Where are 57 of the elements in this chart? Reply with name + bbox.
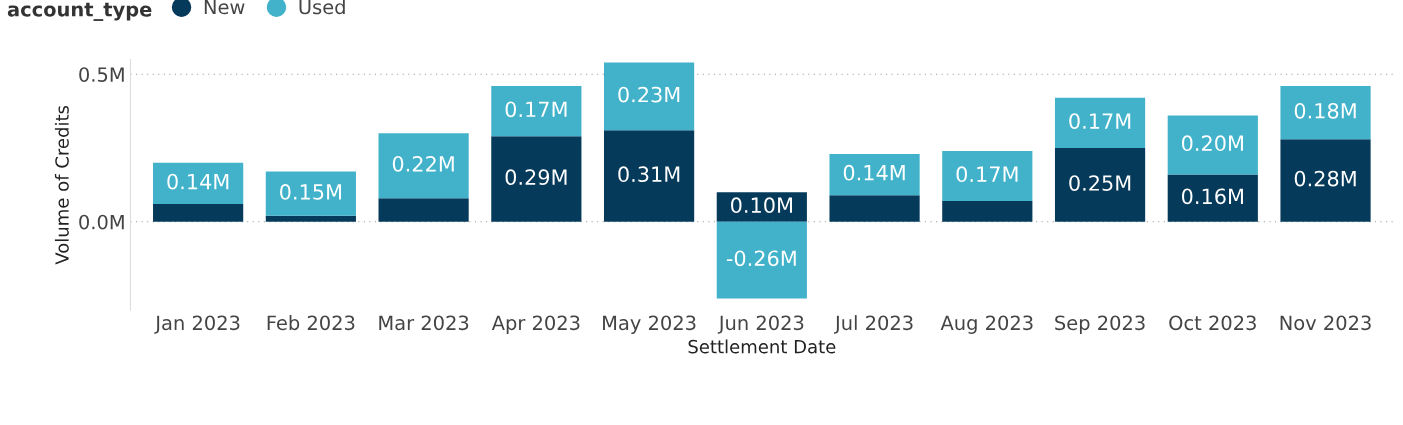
data-label: 0.25M [1069, 175, 1131, 191]
data-label: -0.26M [726, 250, 796, 267]
data-label: 0.28M [1294, 170, 1356, 187]
y-axis-title: Volume of Credits [54, 105, 69, 265]
data-label: 0.22M [392, 155, 454, 172]
bar [1054, 148, 1146, 222]
y-tick-label: 0.0M [79, 214, 124, 230]
bar [378, 198, 469, 222]
x-tick-label: Mar 2023 [379, 315, 469, 331]
bar [942, 201, 1033, 222]
x-tick-label: Apr 2023 [491, 315, 580, 334]
data-label: 0.17M [956, 166, 1018, 183]
x-tick-label: Sep 2023 [1055, 315, 1145, 334]
x-axis-title: Settlement Date [688, 339, 836, 354]
bar [491, 136, 582, 222]
data-label: 0.29M [505, 169, 567, 186]
bar [603, 130, 695, 222]
bar [265, 215, 356, 222]
data-label: 0.14M [167, 173, 229, 190]
data-label: 0.17M [1069, 113, 1131, 129]
x-tick-label: Jan 2023 [154, 315, 240, 334]
y-tick-label: 0.5M [79, 67, 124, 82]
legend-title: account_type [7, 2, 152, 21]
data-label: 0.20M [1181, 135, 1243, 152]
bar [1167, 115, 1258, 175]
x-tick-label: Aug 2023 [940, 315, 1033, 334]
x-tick-label: Jun 2023 [717, 315, 804, 334]
bar [829, 153, 920, 196]
legend-label: Used [299, 0, 345, 15]
data-label: 0.10M [731, 197, 792, 214]
bar [491, 86, 582, 137]
bar [829, 195, 920, 222]
bar [378, 133, 469, 199]
data-label: 0.31M [618, 166, 680, 183]
data-label: 0.16M [1181, 188, 1243, 205]
x-tick-label: Nov 2023 [1280, 315, 1371, 331]
data-label: 0.17M [505, 101, 567, 118]
bar [716, 221, 807, 299]
bar [1054, 97, 1146, 148]
bar [942, 150, 1033, 202]
bar [1280, 139, 1371, 222]
x-tick-label: Oct 2023 [1169, 315, 1256, 331]
bar [265, 171, 356, 216]
bar [1167, 174, 1258, 222]
data-label: 0.15M [280, 184, 342, 200]
legend-label: New [204, 0, 245, 15]
bar [716, 192, 807, 222]
x-tick-label: May 2023 [603, 315, 696, 334]
x-tick-label: Feb 2023 [267, 315, 355, 331]
bar [153, 204, 244, 222]
data-label: 0.14M [843, 164, 905, 181]
bar [1280, 86, 1371, 140]
bar [603, 62, 695, 131]
data-label: 0.18M [1294, 102, 1356, 119]
bar [153, 162, 244, 205]
x-tick-label: Jul 2023 [834, 315, 913, 334]
data-label: 0.23M [618, 86, 680, 103]
